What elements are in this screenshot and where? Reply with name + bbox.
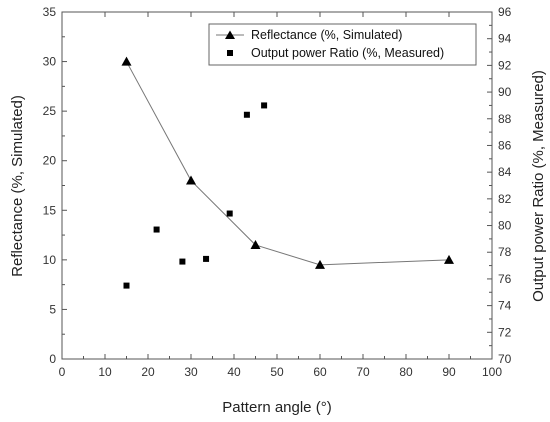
y-left-tick-label: 20 — [43, 154, 57, 168]
y-left-tick-label: 0 — [49, 352, 56, 366]
y-right-tick-label: 94 — [498, 32, 512, 46]
x-tick-label: 60 — [313, 365, 327, 379]
y-left-tick-label: 10 — [43, 253, 57, 267]
y-left-tick-label: 30 — [43, 55, 57, 69]
reflectance-point — [444, 254, 454, 264]
y-left-tick-label: 35 — [43, 5, 57, 19]
y-right-tick-label: 78 — [498, 245, 512, 259]
y-right-tick-label: 72 — [498, 325, 512, 339]
y-axis-left: 0 5 10 15 20 25 30 35 — [43, 5, 67, 366]
x-tick-label: 30 — [184, 365, 198, 379]
x-tick-label: 20 — [141, 365, 155, 379]
reflectance-line — [126, 61, 450, 266]
y-left-tick-label: 5 — [49, 302, 56, 316]
y-right-tick-label: 76 — [498, 272, 512, 286]
y-right-tick-label: 70 — [498, 352, 512, 366]
output-power-point — [123, 282, 130, 289]
output-power-point — [153, 226, 160, 233]
reflectance-point — [186, 175, 196, 185]
y-right-tick-label: 86 — [498, 138, 512, 152]
reflectance-point — [121, 56, 132, 66]
reflectance-point — [250, 239, 261, 249]
output-power-point — [203, 255, 210, 262]
x-tick-label: 0 — [59, 365, 66, 379]
x-tick-label: 90 — [442, 365, 456, 379]
y-left-tick-label: 25 — [43, 104, 57, 118]
y-right-tick-label: 80 — [498, 219, 512, 233]
legend-label-output-power: Output power Ratio (%, Measured) — [251, 46, 444, 60]
y-right-tick-label: 84 — [498, 165, 512, 179]
y-right-tick-label: 88 — [498, 112, 512, 126]
y-left-tick-label: 15 — [43, 203, 57, 217]
x-tick-label: 50 — [270, 365, 284, 379]
reflectance-point — [315, 259, 325, 269]
output-power-point — [226, 210, 233, 217]
series-layer — [121, 56, 454, 289]
y-right-tick-label: 96 — [498, 5, 512, 19]
y-right-tick-label: 74 — [498, 299, 512, 313]
output-power-point — [243, 111, 250, 118]
x-tick-label: 40 — [227, 365, 241, 379]
legend-triangle-marker — [225, 30, 235, 39]
x-tick-label: 80 — [399, 365, 413, 379]
legend: Reflectance (%, Simulated) Output power … — [208, 23, 477, 66]
y-axis-left-title: Reflectance (%, Simulated) — [9, 95, 26, 277]
y-axis-right-title: Output power Ratio (%, Measured) — [530, 70, 547, 302]
y-right-tick-label: 90 — [498, 85, 512, 99]
y-right-tick-label: 82 — [498, 192, 512, 206]
output-power-point — [261, 102, 268, 109]
y-axis-right: 70 72 74 76 78 80 82 84 86 88 90 92 94 96 — [487, 5, 512, 366]
x-tick-label: 100 — [482, 365, 502, 379]
x-tick-label: 10 — [98, 365, 112, 379]
legend-square-marker — [227, 50, 233, 56]
x-axis-title: Pattern angle (°) — [222, 399, 331, 416]
output-power-point — [179, 258, 186, 265]
legend-label-reflectance: Reflectance (%, Simulated) — [251, 28, 402, 42]
x-axis: 0 10 20 30 40 50 60 70 80 90 100 — [59, 12, 502, 379]
legend-box — [208, 23, 477, 66]
x-tick-label: 70 — [356, 365, 370, 379]
y-right-tick-label: 92 — [498, 58, 512, 72]
